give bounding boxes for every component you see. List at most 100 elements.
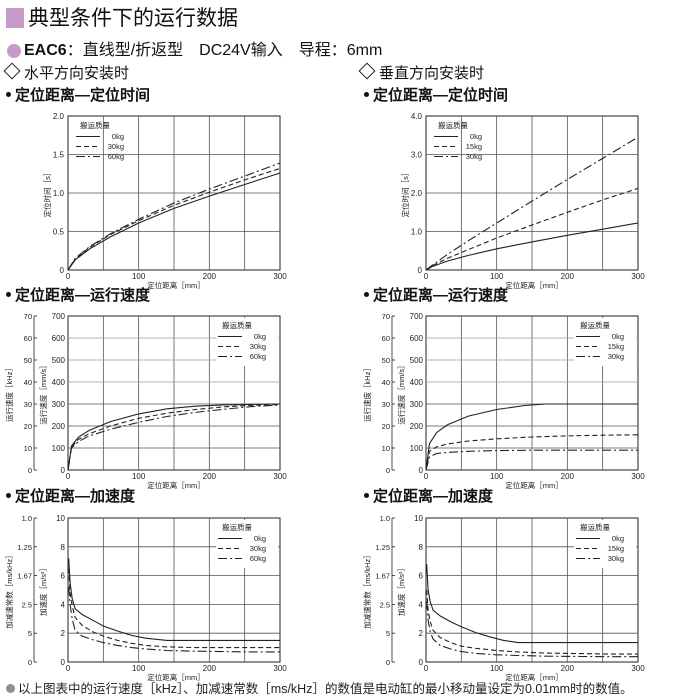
section-speed-right: 定位距离—运行速度 — [364, 286, 508, 306]
bullet-icon — [364, 292, 369, 297]
y2-tick-label: 20 — [24, 422, 32, 431]
y2-tick-label: 1.25 — [375, 543, 390, 552]
legend-title: 搬运质量 — [222, 522, 252, 532]
section-time-right: 定位距离—定位时间 — [364, 86, 508, 106]
x-tick-label: 100 — [490, 664, 504, 673]
chart-horizontal-accel: 0 100 200 300定位距离［mm］0246810052.51.671.251.… — [4, 514, 287, 682]
section-speed-right-label: 定位距离—运行速度 — [373, 287, 509, 304]
y2-tick-label: 1.25 — [17, 543, 32, 552]
y-tick-label: 1.0 — [411, 228, 423, 237]
y-axis-label: 运行速度［mm/s］ — [38, 361, 48, 424]
series-line — [68, 587, 280, 653]
y2-tick-label: 1.67 — [375, 572, 390, 581]
series-line — [67, 167, 281, 271]
footnote-bullet-icon — [6, 684, 15, 693]
x-axis-label: 定位距离［mm］ — [505, 672, 563, 682]
x-tick-label: 0 — [66, 472, 71, 481]
bullet-icon — [364, 493, 369, 498]
x-axis-label: 定位距离［mm］ — [147, 672, 205, 682]
y-tick-label: 0 — [60, 266, 65, 275]
y2-axis-label: 运行速度［kHz］ — [362, 364, 372, 422]
x-tick-label: 200 — [561, 472, 575, 481]
bullet-icon — [6, 493, 11, 498]
legend-background — [574, 520, 636, 568]
x-tick-label: 100 — [132, 272, 146, 281]
y-tick-label: 100 — [410, 444, 424, 453]
x-tick-label: 0 — [66, 272, 71, 281]
legend-entry-label: 30kg — [250, 342, 266, 351]
y-tick-label: 2 — [419, 629, 424, 638]
series-line — [68, 558, 280, 641]
x-tick-label: 100 — [132, 664, 146, 673]
section-time-right-label: 定位距离—定位时间 — [373, 87, 509, 104]
y-tick-label: 2.0 — [411, 189, 423, 198]
section-speed-left: 定位距离—运行速度 — [6, 286, 150, 306]
x-tick-label: 200 — [203, 664, 217, 673]
legend-entry-label: 60kg — [108, 152, 124, 161]
y-axis-label: 定位时间［s］ — [42, 169, 52, 218]
y-tick-label: 300 — [52, 400, 66, 409]
y2-tick-label: 0 — [28, 658, 32, 667]
y2-tick-label: 10 — [382, 444, 390, 453]
y-tick-label: 200 — [410, 422, 424, 431]
section-speed-left-label: 定位距离—运行速度 — [15, 287, 151, 304]
x-tick-label: 300 — [273, 664, 287, 673]
y-tick-label: 0 — [61, 466, 66, 475]
x-tick-label: 0 — [66, 664, 71, 673]
y-tick-label: 0.5 — [53, 228, 65, 237]
y-tick-label: 8 — [61, 543, 66, 552]
y2-tick-label: 5 — [386, 629, 390, 638]
y-tick-label: 700 — [52, 312, 66, 321]
y-tick-label: 4.0 — [411, 112, 423, 121]
bullet-icon — [364, 92, 369, 97]
diamond-icon — [358, 62, 376, 80]
legend-entry-label: 30kg — [608, 352, 624, 361]
series-line — [425, 136, 639, 271]
x-tick-label: 100 — [132, 472, 146, 481]
y-tick-label: 500 — [52, 356, 66, 365]
series-line — [67, 162, 281, 271]
orientation-vertical: 垂直方向安装时 — [357, 62, 484, 84]
x-tick-label: 0 — [424, 472, 429, 481]
series-line — [426, 564, 638, 644]
y-tick-label: 10 — [56, 514, 65, 523]
legend-entry-label: 15kg — [608, 544, 624, 553]
y2-axis-label: 加减速常数［ms/kHz］ — [362, 551, 372, 629]
orientation-horizontal-label: 水平方向安装时 — [24, 65, 130, 82]
legend-entry-label: 15kg — [466, 142, 482, 151]
y-tick-label: 1.0 — [53, 189, 65, 198]
y2-tick-label: 20 — [382, 422, 390, 431]
x-tick-label: 200 — [203, 472, 217, 481]
y-tick-label: 1.5 — [53, 151, 65, 160]
y2-tick-label: 1.67 — [17, 572, 32, 581]
series-line — [67, 403, 281, 471]
y-tick-label: 600 — [52, 334, 66, 343]
y2-tick-label: 60 — [382, 334, 390, 343]
chart-horizontal-time: 0 100 200 300 定位距离［mm］ 0 0.5 1.0 1.5 2.0 定位时间［s］ 搬运… — [42, 112, 287, 290]
legend-entry-label: 30kg — [466, 152, 482, 161]
y2-axis-label: 加减速常数［ms/kHz］ — [4, 551, 14, 629]
y-tick-label: 400 — [410, 378, 424, 387]
series-line — [67, 172, 281, 271]
legend-entry-label: 0kg — [470, 132, 482, 141]
x-tick-label: 200 — [561, 272, 575, 281]
legend-background — [216, 520, 278, 568]
y2-tick-label: 30 — [382, 400, 390, 409]
legend-entry-label: 30kg — [608, 554, 624, 563]
chart-vertical-time: 0 100 200 300 定位距离［mm］ 0 1.0 2.0 3.0 4.0 定位时间［s］ 搬运… — [400, 112, 645, 290]
series-line — [425, 187, 639, 271]
y2-tick-label: 50 — [24, 356, 32, 365]
y2-tick-label: 60 — [24, 334, 32, 343]
legend-title: 搬运质量 — [580, 522, 610, 532]
series-line — [426, 589, 638, 655]
series-line — [425, 403, 638, 471]
y2-axis-label: 运行速度［kHz］ — [4, 364, 14, 422]
y2-tick-label: 5 — [28, 629, 32, 638]
y-tick-label: 100 — [52, 444, 66, 453]
y-tick-label: 10 — [414, 514, 423, 523]
y-tick-label: 8 — [419, 543, 424, 552]
